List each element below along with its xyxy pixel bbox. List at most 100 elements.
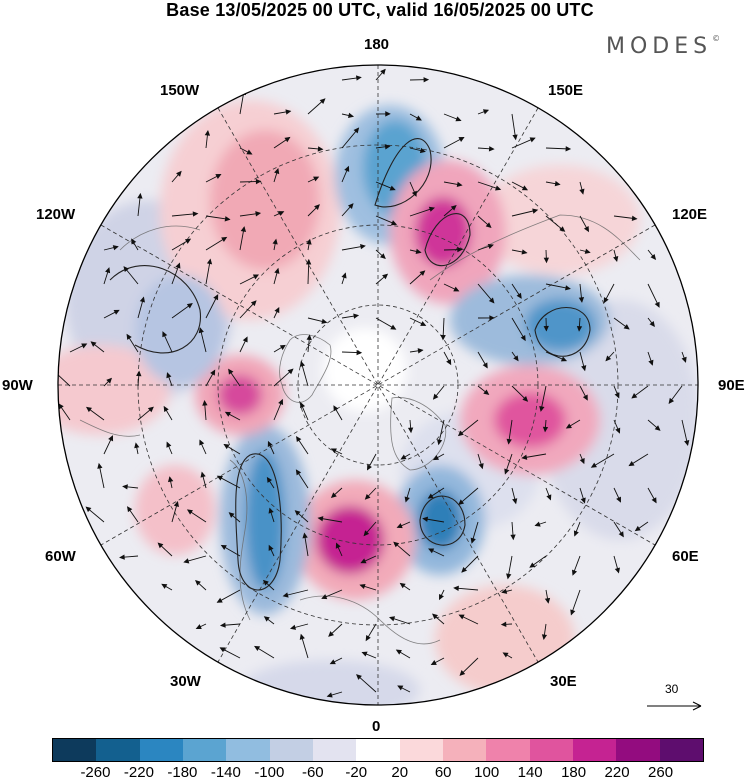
wind-arrowhead (482, 109, 490, 115)
wind-arrowhead (532, 208, 539, 214)
wind-arrowhead (250, 300, 257, 307)
wind-arrowhead (162, 331, 168, 338)
polar-map (57, 64, 699, 706)
wind-arrowhead (289, 624, 297, 630)
wind-arrowhead (157, 542, 164, 549)
wind-arrowhead (305, 258, 312, 265)
wind-arrowhead (580, 497, 586, 504)
wind-arrowhead (313, 176, 320, 182)
wind-arrowhead (186, 509, 193, 515)
wind-arrowhead (166, 441, 172, 448)
wind-arrowhead (278, 398, 284, 405)
wind-arrowhead (501, 588, 508, 594)
wind-arrowhead (359, 583, 366, 590)
lon-label-150e: 150E (548, 82, 584, 99)
wind-arrowhead (631, 393, 638, 399)
wind-arrowhead (285, 109, 292, 115)
logo-text: MODES (606, 34, 713, 59)
wind-arrowhead (411, 190, 417, 197)
wind-arrowhead (576, 325, 583, 332)
wind-arrowhead (175, 262, 181, 269)
wind-arrowhead (268, 544, 274, 551)
colorbar-tick-label: 220 (604, 764, 630, 781)
wind-arrowhead (228, 368, 234, 375)
wind-arrowhead (500, 621, 507, 627)
reference-vector-label: 30 (665, 682, 679, 696)
wind-arrowhead (502, 652, 509, 658)
wind-arrowhead (147, 406, 154, 413)
graticule (58, 65, 698, 705)
wind-arrowhead (457, 430, 464, 437)
wind-arrowhead (213, 294, 219, 301)
lon-label-90w: 90W (2, 377, 33, 394)
wind-arrowhead (529, 562, 536, 568)
wind-arrowhead (543, 325, 549, 332)
wind-arrowhead (299, 360, 306, 367)
wind-arrowhead (306, 334, 312, 341)
wind-arrowhead (489, 315, 495, 321)
wind-arrowhead (613, 255, 619, 262)
wind-arrowhead (396, 523, 403, 529)
wind-arrowhead (590, 462, 597, 468)
wind-arrowhead (628, 460, 635, 467)
wind-arrowhead (119, 554, 125, 560)
wind-arrowhead (458, 137, 465, 142)
colorbar-tick-label: 140 (517, 764, 543, 781)
wind-arrowhead (173, 501, 179, 508)
reference-vector: 30 (645, 680, 707, 714)
wind-arrowhead (428, 206, 435, 212)
wind-arrowhead (668, 397, 675, 404)
lon-label-120e: 120E (672, 206, 708, 223)
wind-arrowhead (268, 507, 274, 514)
wind-arrowhead (681, 356, 687, 363)
lon-label-60e: 60E (672, 548, 699, 565)
wind-arrowhead (521, 185, 529, 191)
wind-arrowhead (183, 558, 190, 564)
wind-arrowhead (650, 254, 657, 261)
wind-arrowhead (122, 484, 128, 490)
modes-logo: MODES© (606, 34, 720, 59)
wind-arrowhead (108, 435, 114, 442)
wind-arrowhead (195, 579, 201, 586)
colorbar-tick-label: 260 (648, 764, 674, 781)
wind-arrowhead (330, 448, 337, 454)
colorbar-swatch (572, 739, 617, 761)
wind-arrowhead (450, 205, 457, 211)
wind-arrowhead (390, 220, 398, 226)
wind-arrowhead (565, 423, 572, 429)
wind-arrowhead (272, 238, 278, 245)
wind-arrowhead (546, 494, 552, 501)
wind-arrowhead (397, 685, 404, 691)
wind-arrowhead (651, 497, 657, 504)
wind-arrowhead (206, 258, 213, 265)
wind-arrowhead (565, 285, 571, 291)
wind-arrowhead (274, 168, 280, 175)
wind-arrowhead (581, 365, 587, 372)
wind-arrowhead (478, 463, 484, 470)
wind-arrowhead (455, 116, 462, 122)
wind-arrowhead (184, 238, 192, 244)
map-boundary (57, 64, 699, 706)
wind-arrowhead (453, 585, 459, 591)
wind-arrowhead (282, 592, 289, 598)
wind-arrowhead (390, 324, 397, 330)
wind-arrowhead (365, 635, 371, 642)
wind-arrowhead (521, 454, 528, 460)
wind-arrowhead (485, 222, 492, 228)
wind-arrowhead (560, 356, 568, 362)
wind-arrowhead (579, 457, 585, 465)
wind-arrowhead (521, 249, 528, 255)
wind-arrowhead (240, 226, 247, 232)
wind-arrowhead (246, 149, 253, 155)
colorbar-tick-label: 100 (474, 764, 500, 781)
wind-arrowhead (461, 566, 468, 573)
wind-arrowhead (554, 180, 561, 187)
lon-label-90e: 90E (718, 377, 745, 394)
wind-arrowhead (419, 270, 426, 276)
wind-arrowhead (85, 506, 92, 513)
wind-arrowhead (360, 243, 366, 250)
wind-arrowhead (539, 406, 545, 412)
wind-arrowhead (161, 583, 168, 589)
wind-arrowhead (432, 455, 440, 461)
lon-label-30e: 30E (550, 673, 577, 690)
